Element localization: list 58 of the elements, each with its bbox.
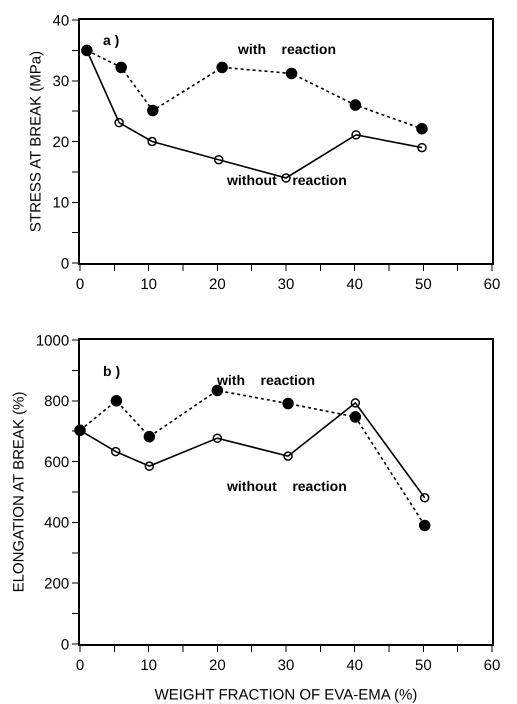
x-tick-label: 30 [278,276,294,293]
x-tick-label: 60 [484,656,500,674]
point [147,104,159,116]
y-tick-label: 0 [60,636,70,654]
point [282,398,294,410]
point [351,130,361,140]
series-label: without reaction [226,478,347,494]
point [418,520,430,532]
x-tick-label: 20 [208,656,226,674]
series-label: with reaction [237,41,336,57]
point [350,398,360,408]
x-axis-title: WEIGHT FRACTION OF EVA-EMA (%) [154,686,418,704]
annotation: b ) [103,363,120,379]
annotation: a ) [103,32,120,48]
x-tick-label: 50 [414,276,432,293]
x-tick-label: 10 [140,276,158,293]
point [416,122,428,134]
point [110,395,122,407]
y-axis-title: ELONGATION AT BREAK (%) [10,392,28,592]
series-label: with reaction [216,372,316,388]
x-tick-label: 20 [208,276,226,293]
x-tick-label: 50 [414,656,432,674]
y-tick-label: 800 [44,393,70,410]
x-tick-label: 60 [484,276,500,293]
y-tick-label: 600 [44,454,70,471]
point [417,142,427,152]
point [212,384,224,396]
point [216,62,228,74]
x-tick-label: 40 [346,276,364,293]
x-tick-label: 0 [76,656,84,674]
y-tick-label: 200 [44,575,70,592]
y-axis-title: STRESS AT BREAK (MPa) [27,50,44,232]
x-tick-label: 40 [346,656,364,674]
point [214,154,224,164]
y-tick-label: 30 [52,73,70,90]
point [350,99,362,111]
point [350,411,362,423]
point [147,136,157,146]
point [115,62,127,74]
point [114,118,124,128]
x-tick-label: 10 [140,656,158,674]
x-tick-label: 30 [278,656,294,674]
point [281,173,291,183]
y-tick-label: 1000 [36,332,70,350]
y-tick-label: 10 [52,194,70,212]
x-tick-label: 0 [76,276,84,293]
point [286,68,298,80]
y-tick-label: 0 [60,255,70,272]
y-tick-label: 20 [52,134,70,151]
y-tick-label: 400 [44,514,70,532]
series-label: without reaction [226,172,347,188]
y-tick-label: 40 [52,12,70,30]
point [283,451,293,461]
point [110,446,120,456]
point [144,461,154,471]
point [420,493,430,503]
point [212,433,222,443]
point [144,430,156,442]
